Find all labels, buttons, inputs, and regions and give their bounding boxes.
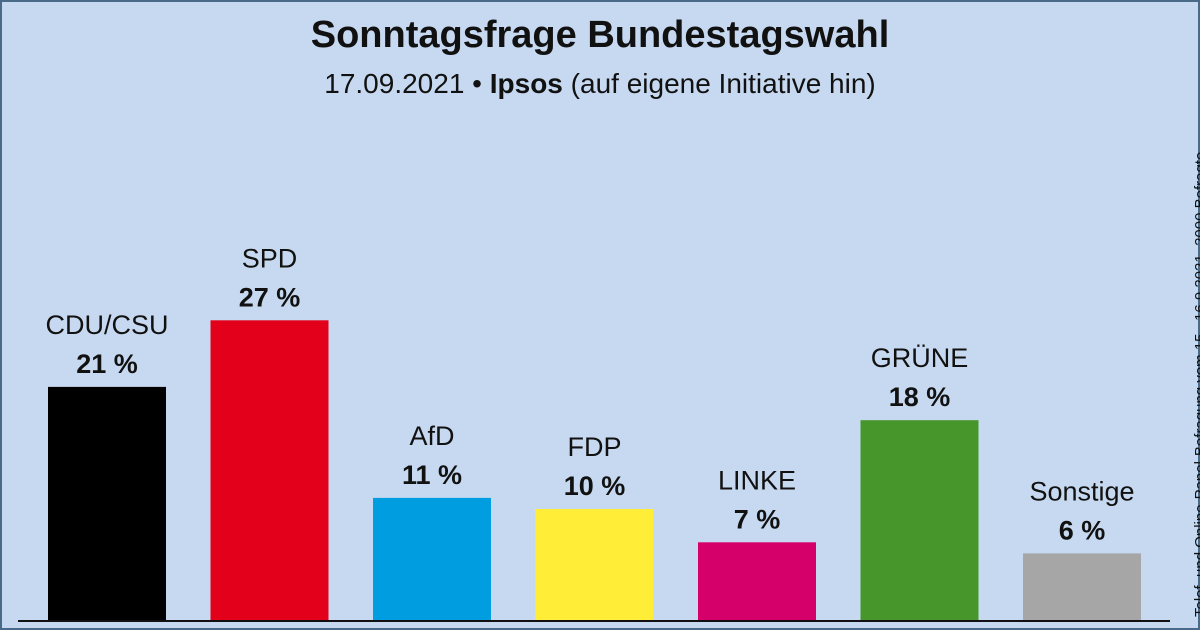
bar-gr-ne [860, 420, 979, 620]
category-label: FDP [568, 432, 622, 462]
bar-cdu-csu [48, 386, 166, 620]
category-label: SPD [242, 243, 298, 273]
chart-subtitle: 17.09.2021 • Ipsos (auf eigene Initiativ… [0, 68, 1200, 100]
category-label: LINKE [718, 465, 796, 495]
bar-sonstige [1023, 553, 1141, 620]
category-label: GRÜNE [871, 343, 969, 373]
bar-linke [698, 542, 816, 620]
category-label: Sonstige [1029, 476, 1134, 506]
value-label: 21 % [76, 349, 138, 379]
subtitle-pollster: Ipsos [489, 68, 563, 99]
value-label: 7 % [734, 504, 781, 534]
bar-spd [210, 320, 329, 620]
category-label: AfD [409, 421, 454, 451]
bar-fdp [535, 509, 654, 620]
subtitle-date: 17.09.2021 • [324, 68, 482, 99]
bar-afd [373, 497, 491, 620]
chart-title: Sonntagsfrage Bundestagswahl [310, 14, 890, 56]
value-label: 6 % [1059, 515, 1106, 545]
value-label: 11 % [402, 460, 462, 490]
value-label: 27 % [239, 282, 301, 312]
category-label: CDU/CSU [45, 310, 168, 340]
value-label: 18 % [889, 382, 951, 412]
value-label: 10 % [564, 471, 626, 501]
subtitle-note: (auf eigene Initiative hin) [570, 68, 876, 99]
